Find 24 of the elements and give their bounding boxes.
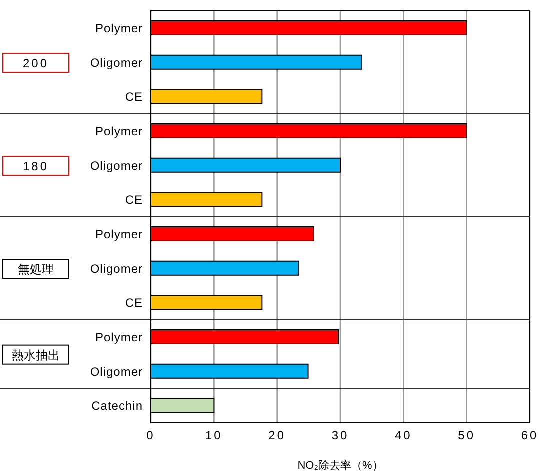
x-tick-label: 50 bbox=[458, 428, 476, 443]
x-axis-title: NO₂除去率（%） bbox=[298, 459, 384, 471]
y-tick-label: Polymer bbox=[95, 21, 143, 36]
group-label-box: 180 bbox=[2, 156, 70, 176]
y-tick-label: CE bbox=[125, 90, 143, 104]
y-tick-label: Oligomer bbox=[90, 262, 143, 276]
y-tick-label: Polymer bbox=[95, 330, 143, 344]
x-tick-label: 20 bbox=[268, 428, 286, 443]
x-tick-label: 60 bbox=[521, 428, 539, 443]
y-tick-label: CE bbox=[125, 193, 143, 208]
x-tick-label: 30 bbox=[332, 428, 350, 443]
group-label-box: 熱水抽出 bbox=[2, 344, 70, 365]
group-label-box: 無処理 bbox=[2, 259, 70, 279]
y-tick-label: Oligomer bbox=[90, 158, 143, 173]
y-tick-label: Catechin bbox=[92, 399, 143, 414]
y-tick-label: Oligomer bbox=[90, 364, 143, 379]
x-tick-label: 0 bbox=[146, 428, 156, 443]
x-tick-label: 10 bbox=[205, 428, 223, 443]
y-tick-label: Oligomer bbox=[90, 56, 143, 70]
y-tick-label: Polymer bbox=[95, 227, 143, 242]
x-tick-label: 40 bbox=[394, 428, 412, 443]
y-tick-label: Polymer bbox=[95, 124, 143, 138]
group-label-box: 200 bbox=[2, 53, 70, 73]
y-tick-label: CE bbox=[125, 296, 143, 310]
